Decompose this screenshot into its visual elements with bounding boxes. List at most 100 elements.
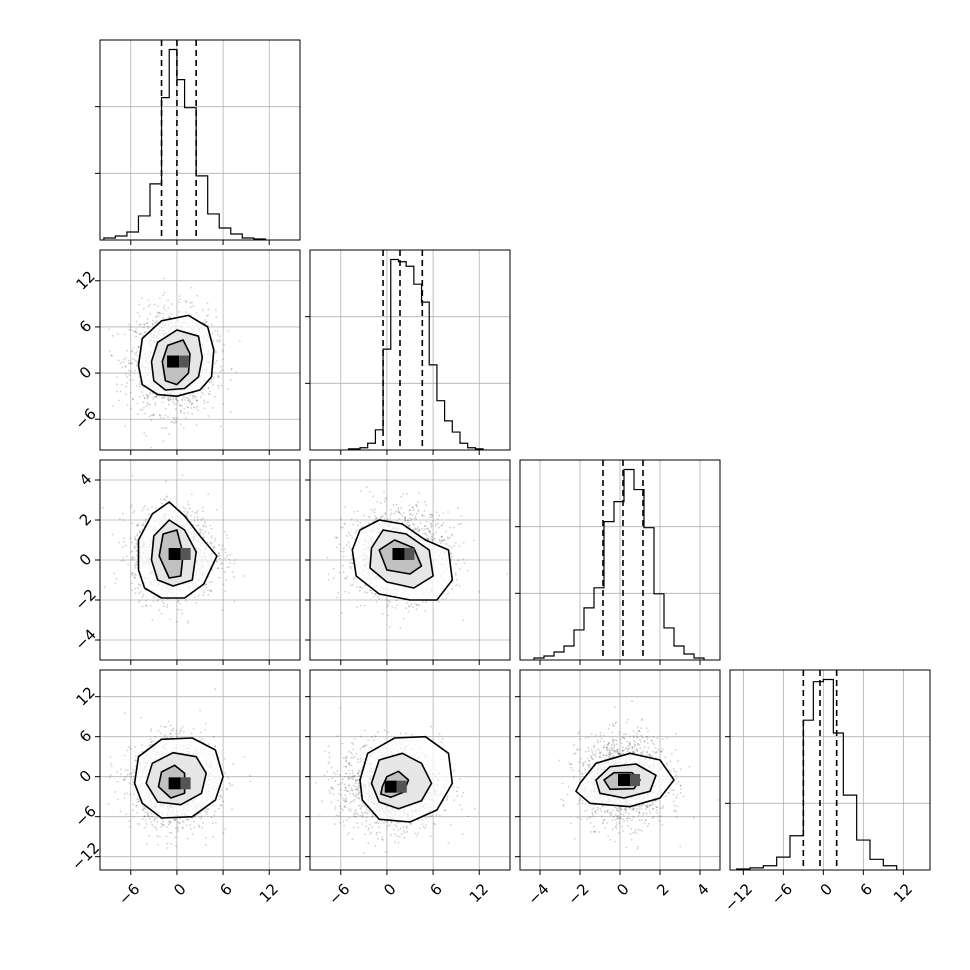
scatter-point <box>410 512 412 515</box>
scatter-point <box>350 518 353 521</box>
scatter-point <box>424 525 427 527</box>
scatter-point <box>423 501 426 503</box>
scatter-point <box>155 321 158 324</box>
scatter-point <box>506 573 509 575</box>
scatter-point <box>145 822 148 825</box>
scatter-point <box>164 407 167 410</box>
scatter-point <box>417 604 420 607</box>
scatter-point <box>162 440 165 443</box>
scatter-point <box>405 601 408 604</box>
scatter-point <box>129 391 132 394</box>
scatter-point <box>339 550 342 553</box>
scatter-point <box>203 536 205 539</box>
scatter-point <box>175 421 178 424</box>
scatter-point <box>372 509 375 512</box>
scatter-point <box>193 406 195 409</box>
scatter-point <box>167 403 170 406</box>
scatter-point <box>203 407 206 410</box>
scatter-point <box>226 554 229 557</box>
scatter-point <box>216 567 219 569</box>
scatter-point <box>122 361 125 363</box>
scatter-point <box>243 575 246 577</box>
scatter-point <box>463 562 466 565</box>
scatter-point <box>367 522 370 525</box>
scatter-point <box>429 513 432 516</box>
scatter-point <box>402 512 405 515</box>
scatter-point <box>130 573 133 576</box>
scatter-point <box>441 539 444 542</box>
scatter-point <box>408 509 411 512</box>
scatter-point <box>375 517 378 519</box>
scatter-point <box>161 397 164 400</box>
density-cell-0-1 <box>179 355 190 368</box>
scatter-point <box>167 416 169 419</box>
scatter-point <box>369 589 372 592</box>
scatter-point <box>229 553 232 556</box>
scatter-point <box>146 402 149 404</box>
scatter-point <box>424 525 426 528</box>
scatter-point <box>425 534 428 537</box>
scatter-point <box>200 519 203 521</box>
scatter-point <box>183 407 186 410</box>
scatter-point <box>152 740 155 742</box>
scatter-point <box>146 397 149 400</box>
scatter-point <box>207 589 209 592</box>
scatter-point <box>164 309 167 311</box>
scatter-point <box>133 564 136 567</box>
scatter-point <box>434 525 437 527</box>
scatter-point <box>433 537 436 540</box>
scatter-point <box>173 417 176 420</box>
scatter-point <box>211 568 214 571</box>
scatter-point <box>408 504 411 507</box>
scatter-point <box>166 603 169 606</box>
scatter-point <box>452 526 455 529</box>
scatter-point <box>205 586 208 589</box>
scatter-point <box>137 522 140 525</box>
scatter-point <box>440 535 443 538</box>
scatter-point <box>206 302 209 305</box>
scatter-point <box>185 301 188 304</box>
scatter-point <box>216 339 219 342</box>
scatter-point <box>462 558 465 561</box>
scatter-point <box>126 769 129 771</box>
scatter-point <box>224 590 227 593</box>
scatter-point <box>424 601 427 604</box>
scatter-point <box>144 412 146 415</box>
scatter-point <box>218 576 221 579</box>
scatter-point <box>118 399 121 402</box>
scatter-point <box>132 379 134 381</box>
scatter-point <box>455 584 458 587</box>
scatter-point <box>157 843 159 846</box>
scatter-point <box>442 512 445 515</box>
scatter-point <box>136 533 139 536</box>
y-tick-label-1-2: 6 <box>76 317 95 336</box>
scatter-point <box>207 393 210 395</box>
scatter-point <box>344 577 347 580</box>
scatter-point <box>224 571 226 573</box>
y-tick-label-1-3: 12 <box>73 267 99 293</box>
scatter-point <box>129 328 132 331</box>
scatter-point <box>334 536 337 539</box>
scatter-point <box>152 413 155 416</box>
scatter-point <box>218 340 220 343</box>
scatter-point <box>131 558 134 561</box>
scatter-point <box>417 501 420 503</box>
scatter-point <box>438 538 441 541</box>
scatter-point <box>230 368 233 371</box>
scatter-point <box>431 539 434 541</box>
scatter-point <box>238 340 241 343</box>
scatter-point <box>153 303 156 306</box>
scatter-point <box>177 311 180 313</box>
scatter-point <box>135 328 138 331</box>
scatter-point <box>188 507 191 510</box>
scatter-point <box>346 575 349 578</box>
scatter-point <box>460 514 463 517</box>
scatter-point <box>151 815 154 818</box>
scatter-point <box>129 506 132 509</box>
scatter-point <box>478 591 481 593</box>
scatter-point <box>179 412 182 414</box>
scatter-point <box>218 554 221 557</box>
scatter-point <box>162 277 165 280</box>
scatter-point <box>136 402 139 405</box>
